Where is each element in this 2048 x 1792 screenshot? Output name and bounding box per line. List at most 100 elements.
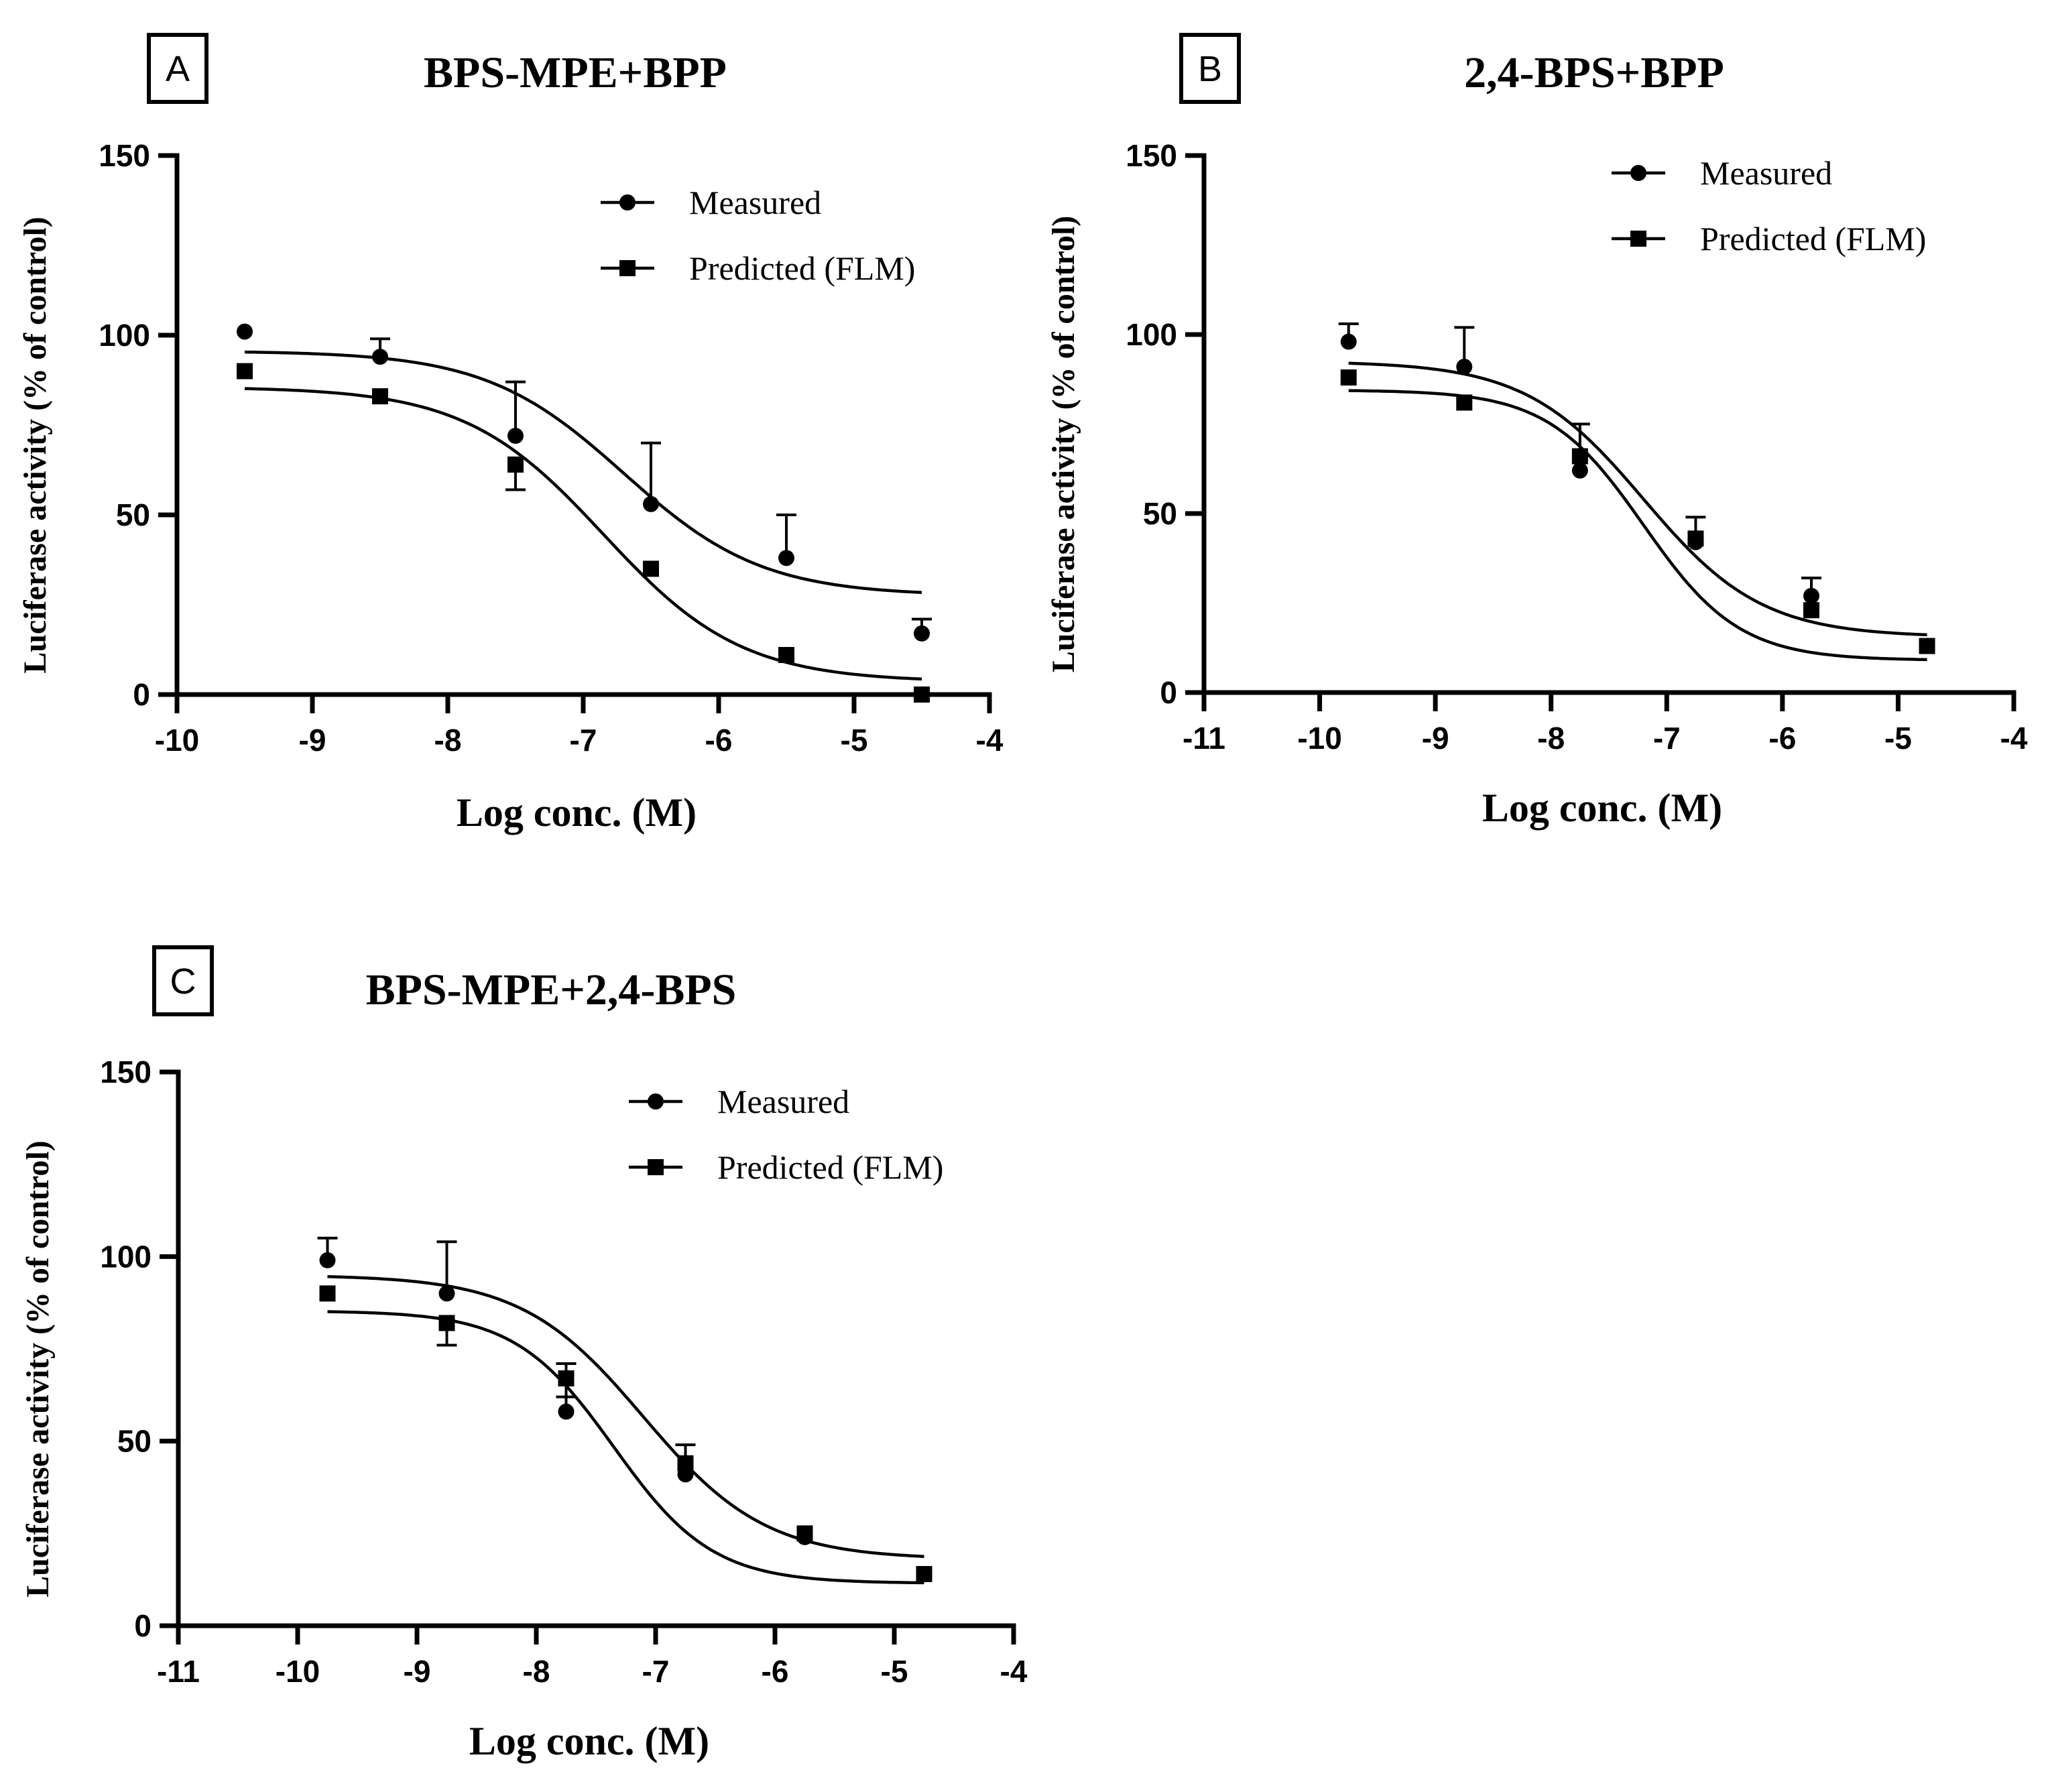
series-measured [1338, 322, 1935, 654]
x-tick-label: -7 [570, 723, 597, 758]
x-tick-label: -11 [1183, 721, 1225, 756]
y-tick-label: 50 [1143, 496, 1177, 531]
y-axis-label: Luciferase activity (% of control) [17, 217, 53, 674]
data-point-measured [438, 1285, 455, 1302]
data-point-measured [372, 349, 388, 365]
legend-label-measured: Measured [689, 184, 821, 221]
data-point-measured [237, 323, 253, 340]
data-point-predicted [796, 1525, 813, 1542]
data-point-predicted [1571, 448, 1588, 465]
series-measured [237, 323, 932, 642]
legend: Measured Predicted (FLM) [629, 1083, 943, 1186]
legend-label-measured: Measured [1700, 154, 1832, 192]
legend-label-predicted: Predicted (FLM) [1700, 220, 1926, 257]
x-axis-label: Log conc. (M) [457, 790, 697, 835]
x-tick-label: -7 [642, 1654, 670, 1689]
data-point-predicted [914, 686, 930, 703]
series-measured [317, 1236, 932, 1582]
legend-marker-predicted [648, 1159, 664, 1175]
x-tick-label: -9 [404, 1654, 431, 1689]
x-axis-label: Log conc. (M) [1482, 786, 1722, 830]
y-axis-label: Luciferase activity (% of control) [1046, 216, 1081, 673]
y-tick-label: 0 [134, 1608, 152, 1643]
legend-marker-predicted [1630, 231, 1646, 247]
data-point-predicted [1919, 638, 1935, 654]
data-point-measured [507, 428, 524, 444]
x-tick-label: -9 [299, 723, 326, 758]
panel-title: BPS-MPE+BPP [424, 48, 727, 97]
data-point-measured [778, 550, 794, 566]
panel-label-box [147, 33, 208, 104]
legend-marker-predicted [619, 260, 636, 276]
x-tick-label: -8 [1537, 721, 1565, 756]
panel-label-box [1179, 33, 1241, 104]
y-tick-label: 0 [133, 677, 150, 712]
x-tick-label: -5 [1884, 721, 1912, 756]
fit-curve [244, 387, 922, 681]
legend-label-predicted: Predicted (FLM) [717, 1148, 943, 1186]
y-tick-label: 50 [117, 1424, 152, 1459]
x-tick-label: -5 [841, 723, 868, 758]
data-point-measured [1340, 333, 1357, 350]
data-point-predicted [558, 1370, 575, 1387]
fit-curve [1348, 389, 1927, 662]
x-tick-label: -8 [523, 1654, 550, 1689]
fit-curve [1348, 361, 1927, 637]
x-tick-label: -10 [1297, 721, 1341, 756]
data-point-predicted [778, 647, 794, 664]
data-point-predicted [1803, 602, 1819, 619]
data-point-predicted [372, 388, 388, 405]
y-tick-label: 0 [1160, 675, 1177, 710]
legend-marker-measured [1630, 165, 1646, 181]
legend: Measured Predicted (FLM) [601, 184, 915, 287]
panel-label: C [170, 961, 196, 1002]
x-tick-label: -7 [1653, 721, 1681, 756]
x-tick-label: -4 [976, 723, 1004, 758]
data-point-predicted [1687, 530, 1704, 547]
data-point-measured [643, 495, 659, 512]
x-tick-label: -4 [2000, 721, 2028, 756]
x-tick-label: -9 [1422, 721, 1449, 756]
data-point-predicted [507, 456, 524, 473]
series-predicted [237, 363, 930, 703]
data-point-predicted [438, 1315, 455, 1331]
legend-label-predicted: Predicted (FLM) [689, 249, 915, 287]
y-axis-label: Luciferase activity (% of control) [20, 1140, 56, 1598]
legend-label-measured: Measured [717, 1083, 849, 1120]
panel-title: BPS-MPE+2,4-BPS [366, 965, 737, 1014]
x-tick-label: -6 [705, 723, 733, 758]
data-point-predicted [677, 1455, 694, 1472]
y-tick-label: 100 [100, 1239, 152, 1274]
y-tick-label: 100 [99, 318, 150, 353]
fit-curve [327, 1310, 924, 1585]
data-point-predicted [1456, 394, 1473, 411]
data-point-measured [558, 1403, 575, 1420]
chart-panel-c: C BPS-MPE+2,4-BPS 0 50 100 150 -11 -10 -9 -8 -7 -6 -… [20, 945, 1028, 1763]
y-tick-label: 100 [1126, 317, 1177, 352]
x-tick-label: -6 [762, 1654, 789, 1689]
data-point-measured [1456, 359, 1473, 375]
y-tick-label: 150 [100, 1055, 152, 1089]
data-point-predicted [1340, 369, 1357, 386]
x-tick-label: -10 [155, 723, 199, 758]
x-tick-label: -6 [1768, 721, 1796, 756]
data-point-measured [1571, 462, 1588, 479]
series-predicted [1340, 369, 1935, 662]
data-point-measured [914, 625, 930, 642]
legend: Measured Predicted (FLM) [1612, 154, 1926, 257]
fit-curve [327, 1274, 924, 1558]
data-point-measured [1803, 587, 1819, 604]
data-point-predicted [643, 560, 659, 577]
chart-panel-a: A BPS-MPE+BPP 0 50 100 150 -10 -9 -8 -7 -6 -5 -4 Log … [17, 33, 1004, 835]
series-predicted [319, 1285, 932, 1585]
data-point-measured [319, 1252, 336, 1268]
y-tick-label: 150 [99, 138, 150, 173]
panel-title: 2,4-BPS+BPP [1464, 48, 1724, 97]
y-tick-label: 150 [1126, 138, 1177, 173]
data-point-predicted [319, 1285, 336, 1302]
panel-label: B [1198, 49, 1222, 89]
data-point-predicted [237, 363, 253, 379]
legend-marker-measured [619, 194, 636, 211]
x-tick-label: -8 [434, 723, 462, 758]
x-tick-label: -4 [1000, 1654, 1028, 1689]
